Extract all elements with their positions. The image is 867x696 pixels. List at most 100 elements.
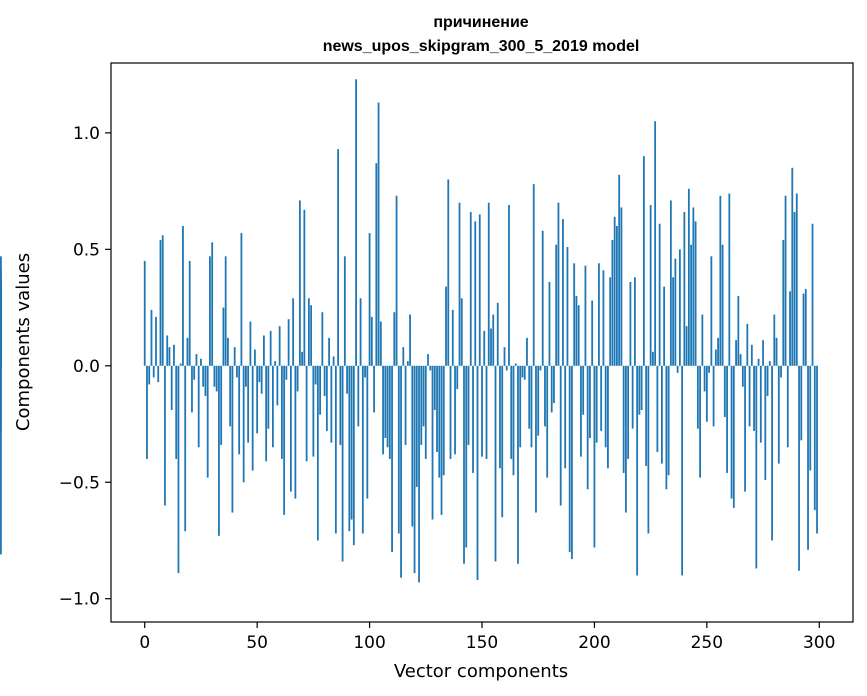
bar: [777, 365, 780, 464]
bar: [316, 365, 319, 541]
bar: [656, 365, 659, 452]
bar: [206, 365, 209, 478]
bar: [418, 365, 420, 583]
bar: [802, 293, 805, 366]
bar: [265, 365, 268, 462]
bar: [638, 365, 641, 415]
bar: [620, 207, 623, 366]
bar: [535, 365, 537, 513]
bar: [368, 233, 371, 366]
bar: [589, 365, 591, 438]
bar: [348, 365, 351, 532]
bar: [328, 337, 330, 366]
bar: [573, 263, 576, 366]
bar: [188, 260, 191, 366]
bar: [712, 365, 715, 427]
bar: [267, 365, 270, 429]
bar: [469, 212, 472, 366]
bar: [746, 323, 749, 366]
bar: [541, 230, 544, 366]
x-tick-label: 0: [139, 633, 150, 653]
bar: [609, 277, 612, 366]
bar: [602, 270, 605, 366]
x-axis-label: Vector components: [394, 661, 568, 682]
bar: [352, 365, 355, 546]
bar: [591, 300, 594, 366]
bar: [375, 163, 378, 366]
bar: [721, 244, 724, 366]
bar: [157, 365, 160, 383]
bar: [499, 365, 501, 469]
bar: [631, 365, 634, 429]
bar: [260, 365, 263, 394]
bar: [236, 365, 238, 378]
bar: [710, 256, 713, 366]
bar: [809, 365, 812, 471]
bar: [782, 240, 785, 366]
chart-subtitle: news_upos_skipgram_300_5_2019 model: [323, 38, 640, 55]
bar: [773, 314, 776, 366]
bar: [645, 365, 648, 466]
bar: [343, 256, 346, 366]
bar: [768, 361, 771, 366]
bar: [303, 209, 306, 366]
bar: [429, 365, 432, 371]
bar: [148, 365, 151, 385]
x-tick-label: 100: [353, 633, 385, 653]
bar: [256, 365, 259, 434]
bar: [467, 365, 470, 445]
bar: [213, 365, 216, 387]
plot-area-frame: [110, 62, 854, 623]
bar: [307, 298, 310, 366]
bar: [634, 277, 636, 366]
bar: [440, 365, 443, 515]
bar: [215, 365, 218, 392]
bar: [364, 365, 366, 378]
bar: [350, 365, 353, 520]
x-axis-ticks: 0 50 100 150 200 250 300: [139, 622, 835, 653]
bar: [568, 365, 571, 553]
bar: [703, 365, 706, 392]
bar: [211, 242, 214, 366]
bar: [431, 365, 434, 520]
bar-series: [0, 79, 818, 583]
bar: [251, 365, 254, 471]
x-tick-label: 50: [246, 633, 268, 653]
bar: [494, 365, 497, 562]
bar: [341, 365, 344, 562]
bar: [501, 365, 504, 518]
bar: [388, 365, 391, 459]
bar: [370, 316, 373, 366]
bar: [625, 365, 627, 513]
bar: [442, 365, 445, 476]
bar: [816, 365, 818, 534]
bar: [427, 354, 429, 366]
bar: [672, 277, 675, 366]
bar: [301, 351, 304, 366]
bar: [496, 302, 499, 366]
bar: [813, 365, 816, 511]
bar: [422, 365, 425, 427]
bar: [263, 335, 265, 366]
bar: [330, 365, 333, 443]
bar: [182, 226, 184, 366]
bar: [229, 365, 232, 427]
bar: [622, 365, 625, 473]
bar: [386, 365, 389, 448]
bar: [406, 361, 409, 366]
bar: [222, 307, 225, 366]
bar: [550, 365, 553, 413]
bar: [146, 365, 148, 459]
bar: [604, 365, 607, 448]
bar: [191, 365, 193, 413]
bar: [0, 256, 2, 366]
bar: [445, 286, 447, 366]
bar: [692, 207, 695, 366]
bar: [530, 365, 533, 448]
bar: [759, 365, 762, 443]
bar: [804, 288, 807, 366]
bar: [339, 365, 342, 445]
bar: [285, 365, 288, 380]
bar: [557, 202, 560, 366]
bar: [218, 365, 220, 536]
